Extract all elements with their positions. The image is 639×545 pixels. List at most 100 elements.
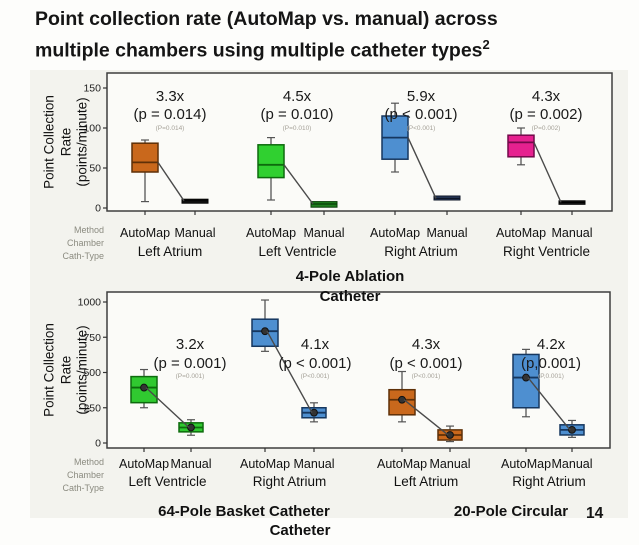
- p-value-sub-annotation: (P=0.001): [176, 373, 205, 380]
- catheter-label-4pole: 4-Pole Ablation Catheter: [230, 267, 470, 306]
- y-tick-label: 50: [89, 163, 101, 175]
- title-superscript: 2: [482, 37, 490, 52]
- p-value-annotation: (p < 0.001): [385, 106, 458, 123]
- row-label-cathtype: Cath-Type: [62, 251, 104, 261]
- ratio-annotation: 3.2x: [176, 336, 205, 353]
- ratio-annotation: 4.3x: [412, 336, 441, 353]
- method-label: Manual: [552, 457, 593, 471]
- y-axis-line: Point Collection: [41, 95, 57, 189]
- method-label: AutoMap: [246, 226, 296, 240]
- catheter-label-4pole-line1: 4-Pole Ablation: [295, 268, 405, 285]
- title-line2: multiple chambers using multiple cathete…: [35, 39, 483, 62]
- ratio-annotation: 5.9x: [407, 88, 436, 105]
- row-label-chamber: Chamber: [66, 238, 104, 248]
- catheter-label-4pole-line2: Catheter: [319, 287, 381, 305]
- y-tick-label: 100: [83, 123, 101, 135]
- y-axis-label-top: Point Collection Rate (points/minute): [36, 73, 96, 211]
- box: [388, 388, 416, 416]
- method-label: AutoMap: [370, 226, 420, 240]
- y-tick-label: 0: [95, 438, 101, 450]
- p-value-sub-annotation: (P<0.001): [301, 373, 330, 380]
- p-value-annotation: (p = 0.010): [261, 106, 334, 123]
- connector-line: [283, 164, 314, 205]
- connector-line: [266, 330, 313, 414]
- ratio-annotation: 4.2x: [537, 336, 566, 353]
- method-label: Manual: [430, 457, 471, 471]
- connector-line: [157, 162, 185, 202]
- connector-line: [145, 387, 190, 429]
- chamber-label: Left Atrium: [394, 474, 459, 489]
- mean-dot: [187, 423, 195, 432]
- y-axis-line: Rate: [57, 127, 73, 157]
- p-value-sub-annotation: (P,0.001): [538, 373, 564, 380]
- connector-line: [527, 377, 571, 431]
- method-label: AutoMap: [120, 226, 170, 240]
- method-label: AutoMap: [240, 457, 290, 471]
- y-axis-label-top-text: Point Collection Rate (points/minute): [41, 57, 91, 227]
- y-axis-line: Point Collection: [41, 323, 57, 417]
- mean-dot: [140, 383, 148, 392]
- chamber-label: Right Ventricle: [503, 244, 590, 259]
- connector-line: [407, 137, 437, 199]
- chamber-label: Right Atrium: [512, 474, 586, 489]
- mean-dot: [261, 327, 269, 336]
- p-value-annotation: (p = 0.002): [510, 106, 583, 123]
- catheter-label-second-line: Catheter: [269, 522, 331, 539]
- chamber-label: Left Ventricle: [258, 244, 336, 259]
- title-line1: Point collection rate (AutoMap vs. manua…: [35, 8, 498, 30]
- y-tick-label: 250: [83, 402, 101, 414]
- p-value-sub-annotation: (P<0.001): [412, 373, 441, 380]
- p-value-annotation: (p = 0.001): [154, 355, 227, 372]
- connector-line: [533, 142, 562, 203]
- chamber-label: Right Atrium: [384, 244, 458, 259]
- chamber-label: Left Ventricle: [128, 474, 206, 489]
- axis-row-labels-top: Method Chamber Cath-Type: [50, 224, 104, 263]
- method-label: Manual: [175, 226, 216, 240]
- method-label: Manual: [427, 226, 468, 240]
- chamber-label: Right Atrium: [253, 474, 327, 489]
- p-value-sub-annotation: (P=0.002): [532, 125, 561, 132]
- connector-line: [403, 399, 449, 436]
- box: [131, 142, 159, 173]
- mean-dot: [522, 373, 530, 382]
- y-axis-line: Rate: [57, 355, 73, 385]
- row-label-chamber: Chamber: [66, 470, 104, 480]
- p-value-sub-annotation: (P<0.001): [407, 125, 436, 132]
- method-label: AutoMap: [496, 226, 546, 240]
- y-axis-line: (points/minute): [74, 97, 90, 187]
- chamber-label: Left Atrium: [138, 244, 203, 259]
- y-axis-label-bottom: Point Collection Rate (points/minute): [36, 292, 96, 448]
- row-label-method: Method: [73, 457, 104, 467]
- p-value-annotation: (p < 0.001): [390, 355, 463, 372]
- p-value-annotation: (p,0.001): [521, 355, 581, 372]
- row-label-method: Method: [73, 225, 104, 235]
- y-tick-label: 500: [83, 367, 101, 379]
- p-value-annotation: (p = 0.014): [134, 106, 207, 123]
- y-tick-label: 1000: [78, 297, 102, 309]
- y-tick-label: 750: [83, 332, 101, 344]
- method-label: Manual: [294, 457, 335, 471]
- ratio-annotation: 3.3x: [156, 88, 185, 105]
- page-number: 14: [586, 505, 604, 522]
- mean-dot: [398, 395, 406, 404]
- axis-row-labels-bottom: Method Chamber Cath-Type: [50, 456, 104, 495]
- p-value-annotation: (p < 0.001): [279, 355, 352, 372]
- method-label: AutoMap: [377, 457, 427, 471]
- method-label: AutoMap: [119, 457, 169, 471]
- ratio-annotation: 4.5x: [283, 88, 312, 105]
- mean-dot: [446, 431, 454, 439]
- y-tick-label: 150: [83, 83, 101, 95]
- box: [507, 134, 535, 158]
- p-value-sub-annotation: (P=0.014): [156, 125, 185, 132]
- mean-dot: [568, 425, 576, 434]
- method-label: Manual: [171, 457, 212, 471]
- ratio-annotation: 4.1x: [301, 336, 330, 353]
- ratio-annotation: 4.3x: [532, 88, 561, 105]
- row-label-cathtype: Cath-Type: [62, 483, 104, 493]
- slide-title: Point collection rate (AutoMap vs. manua…: [35, 6, 620, 64]
- method-label: AutoMap: [501, 457, 551, 471]
